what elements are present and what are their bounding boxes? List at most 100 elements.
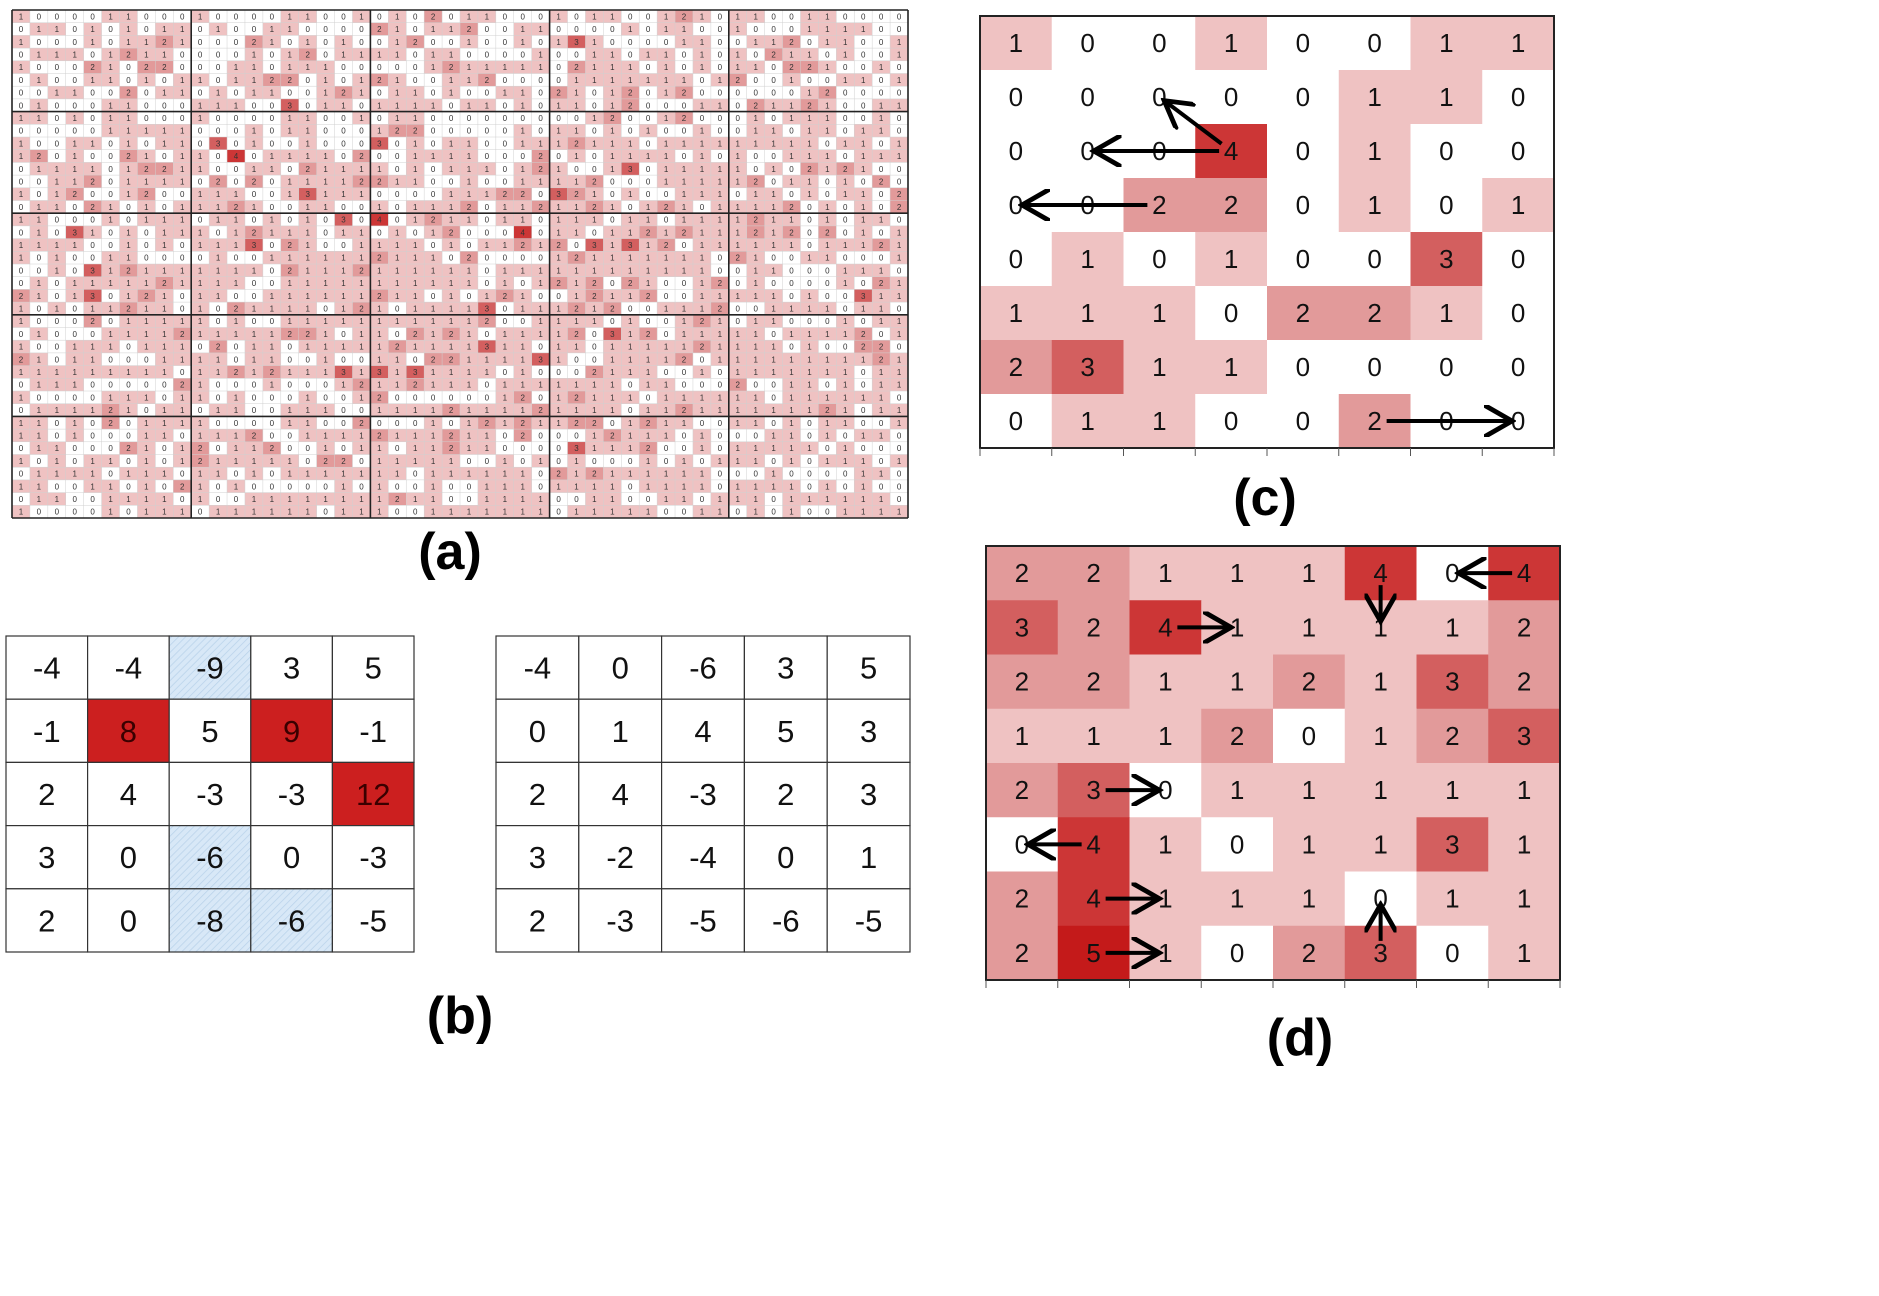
- heatmap-cell: [65, 302, 84, 316]
- cell-value: 0: [359, 216, 364, 225]
- cell-value: 2: [1086, 612, 1100, 642]
- heatmap-cell: [746, 340, 765, 354]
- heatmap-cell: [334, 137, 353, 150]
- cell-value: 0: [503, 304, 508, 313]
- cell-value: 0: [879, 89, 884, 98]
- cell-value: 1: [288, 292, 293, 301]
- cell-value: 0: [1224, 298, 1238, 328]
- heatmap-cell: [818, 86, 837, 100]
- heatmap-cell: [244, 48, 264, 62]
- heatmap-cell: [262, 441, 282, 455]
- grid-cell: [250, 825, 334, 890]
- heatmap-cell: [119, 352, 138, 366]
- cell-value: 0: [664, 508, 669, 517]
- cell-value: 1: [664, 381, 669, 390]
- heatmap-cell: [746, 314, 765, 328]
- heatmap-cell: [890, 441, 909, 455]
- cell-value: 0: [288, 482, 293, 491]
- heatmap-cell: [352, 137, 371, 150]
- cell-value: 0: [843, 152, 848, 161]
- cell-value: 2: [467, 25, 472, 34]
- heatmap-cell: [746, 289, 765, 303]
- cell-value: 2: [395, 495, 400, 504]
- heatmap-cell: [316, 479, 335, 493]
- cell-value: 2: [19, 292, 24, 301]
- cell-value: 0: [108, 177, 113, 186]
- cell-value: 1: [108, 12, 113, 21]
- heatmap-cell: [119, 264, 138, 277]
- heatmap-cell: [280, 238, 300, 252]
- cell-value: 0: [270, 114, 275, 123]
- heatmap-cell: [101, 22, 120, 36]
- cell-value: 0: [270, 393, 275, 402]
- cell-value: 1: [413, 89, 418, 98]
- cell-value: 1: [753, 330, 758, 339]
- cell-value: 0: [538, 292, 543, 301]
- heatmap-cell: [621, 35, 640, 49]
- heatmap-cell: [442, 467, 461, 481]
- heatmap-cell: [83, 238, 102, 252]
- cell-value: 0: [216, 12, 221, 21]
- cell-value: 1: [825, 12, 830, 21]
- cell-value: 0: [126, 216, 131, 225]
- cell-value: 0: [413, 25, 418, 34]
- cell-value: 1: [323, 444, 328, 453]
- cell-value: 1: [449, 25, 454, 34]
- cell-value: 1: [270, 304, 275, 313]
- cell-value: 1: [234, 330, 239, 339]
- cell-value: 0: [270, 50, 275, 59]
- heatmap-cell: [513, 429, 532, 443]
- heatmap-cell: [227, 251, 246, 265]
- heatmap-cell: [298, 340, 317, 354]
- heatmap-cell: [639, 365, 658, 379]
- heatmap-cell: [890, 479, 909, 493]
- cell-value: 0: [19, 101, 24, 110]
- cell-value: 0: [1080, 82, 1094, 112]
- heatmap-cell: [692, 225, 712, 239]
- heatmap-cell: [65, 86, 84, 100]
- heatmap-cell: [710, 505, 730, 519]
- cell-value: 1: [449, 76, 454, 85]
- heatmap-cell: [280, 340, 300, 354]
- heatmap-cell: [836, 48, 855, 62]
- cell-value: 1: [718, 76, 723, 85]
- heatmap-cell: [65, 276, 84, 290]
- cell-value: 1: [628, 355, 633, 364]
- heatmap-cell: [549, 441, 568, 455]
- heatmap-cell: [513, 454, 532, 468]
- heatmap-cell: [101, 340, 120, 354]
- cell-value: 1: [467, 470, 472, 479]
- cell-value: 3: [777, 651, 794, 686]
- cell-value: 1: [520, 330, 525, 339]
- heatmap-cell: [495, 441, 515, 455]
- cell-value: 1: [323, 470, 328, 479]
- cell-value: 0: [1439, 136, 1453, 166]
- cell-value: 1: [1009, 28, 1023, 58]
- heatmap-cell: [854, 391, 873, 404]
- heatmap-cell: [209, 479, 228, 493]
- cell-value: 1: [1302, 884, 1316, 914]
- heatmap-cell: [782, 35, 801, 49]
- cell-value: 0: [359, 101, 364, 110]
- cell-value: 1: [753, 190, 758, 199]
- heatmap-cell: [764, 302, 783, 316]
- heatmap-cell: [137, 98, 156, 112]
- cell-value: 1: [198, 431, 203, 440]
- cell-value: 1: [503, 330, 508, 339]
- cell-value: 1: [467, 330, 472, 339]
- cell-value: 0: [288, 343, 293, 352]
- heatmap-cell: [836, 454, 855, 468]
- heatmap-cell: [764, 86, 783, 100]
- heatmap-cell: [836, 187, 855, 201]
- cell-value: 1: [520, 25, 525, 34]
- cell-value: 5: [365, 651, 382, 686]
- heatmap-cell: [531, 200, 550, 214]
- heatmap-cell: [280, 98, 300, 112]
- cell-value: 1: [37, 50, 42, 59]
- heatmap-cell: [854, 505, 873, 519]
- heatmap-cell: [657, 111, 676, 125]
- heatmap-cell: [424, 137, 443, 150]
- heatmap-cell: [370, 352, 389, 366]
- heatmap-cell: [388, 111, 407, 125]
- cell-value: 1: [879, 152, 884, 161]
